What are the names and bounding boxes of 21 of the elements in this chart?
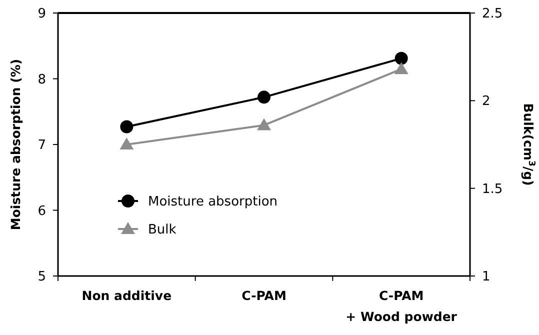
y2-tick-label: 1 [482,270,490,285]
legend-label: Moisture absorption [148,194,278,210]
y-tick-label: 8 [38,72,46,88]
x-tick-label: C-PAM [242,288,286,303]
point [120,120,134,134]
y-tick-label: 6 [38,204,46,219]
point [257,118,271,130]
x-tick-label: Non additive [82,288,172,303]
x-tick-label: C-PAM + Wood powder [346,288,458,324]
y-axis-title: Moisture absorption (%) [8,58,23,230]
y2-tick-label: 2.5 [482,6,503,22]
y2-tick-label: 1.5 [482,182,503,197]
y2-tick-label: 2 [482,94,490,110]
legend-label: Bulk [148,222,177,238]
y-tick-label: 7 [38,138,46,154]
point [394,52,408,65]
y-tick-label: 9 [38,6,46,22]
point [258,90,270,104]
point [394,62,408,74]
y-tick-label: 5 [38,270,46,285]
point [120,138,134,150]
